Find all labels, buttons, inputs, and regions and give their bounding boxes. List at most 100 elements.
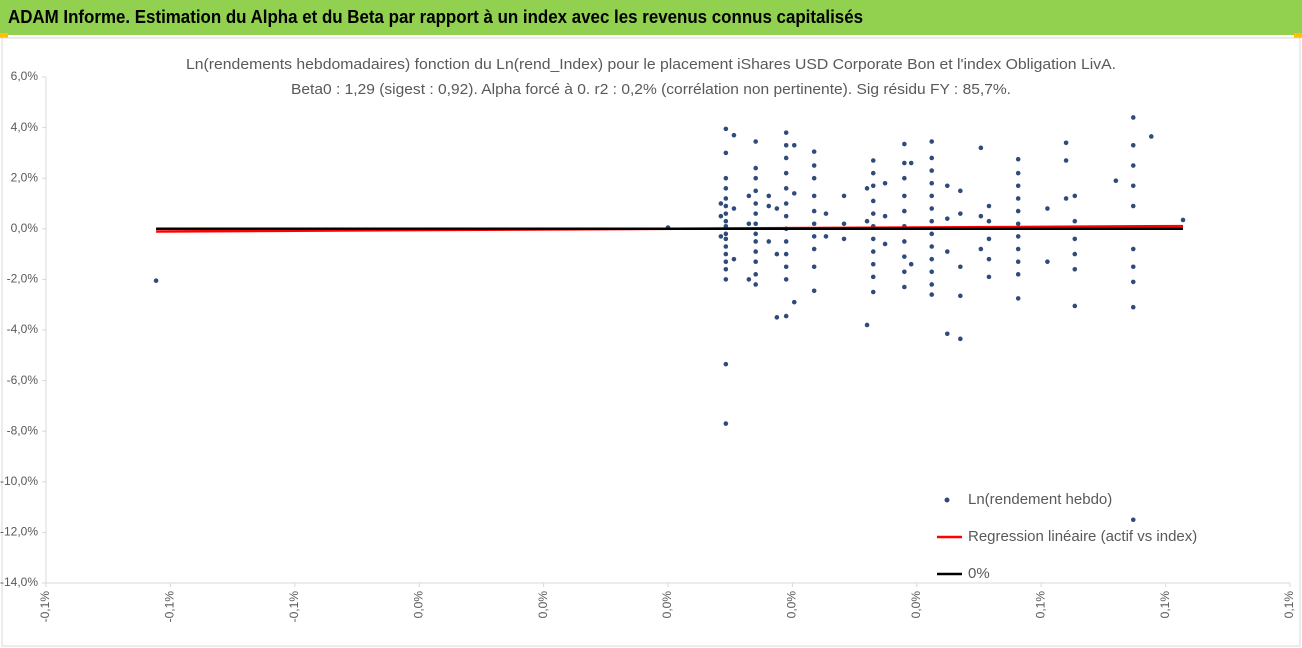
point (1015, 208, 1021, 214)
point (1045, 259, 1050, 264)
point (1015, 196, 1021, 201)
y-tick-label: -10,0% (0, 474, 38, 488)
point (766, 203, 772, 209)
point (958, 293, 963, 299)
legend-swatch (944, 497, 950, 503)
point (723, 231, 729, 237)
y-tick-label: -4,0% (7, 322, 39, 336)
legend-label: Regression linéaire (actif vs index) (968, 528, 1197, 545)
point (718, 201, 724, 206)
point (1130, 115, 1136, 120)
point (1180, 217, 1186, 223)
point (1072, 218, 1078, 224)
point (902, 175, 907, 181)
point (723, 126, 729, 132)
point (1113, 178, 1119, 184)
x-tick-label: -0,1% (38, 591, 52, 623)
point (864, 186, 870, 191)
point (774, 315, 780, 320)
point (1015, 259, 1021, 264)
point (870, 211, 876, 216)
point (986, 256, 992, 262)
point (723, 175, 729, 181)
point (929, 180, 935, 186)
x-tick-label: -0,1% (163, 591, 177, 623)
point (902, 284, 907, 290)
point (723, 196, 729, 201)
point (986, 218, 992, 224)
point (1130, 264, 1136, 270)
point (929, 218, 935, 224)
point (882, 241, 888, 247)
y-tick-label: 4,0% (11, 120, 39, 134)
point (870, 158, 876, 163)
point (783, 170, 789, 176)
point (766, 193, 772, 199)
corner-mark (0, 33, 8, 38)
point (723, 259, 729, 264)
point (811, 246, 817, 252)
point (1072, 251, 1078, 257)
point (723, 236, 729, 242)
point (153, 278, 159, 283)
point (902, 141, 907, 147)
point (723, 244, 729, 249)
point (811, 163, 817, 168)
y-tick-label: -14,0% (0, 575, 38, 589)
point (753, 259, 759, 264)
point (882, 213, 888, 219)
point (1063, 196, 1069, 201)
point (870, 289, 876, 295)
point (1072, 193, 1078, 199)
y-tick-label: 2,0% (11, 170, 39, 184)
point (870, 274, 876, 280)
point (1130, 203, 1136, 209)
point (929, 244, 935, 249)
point (1015, 183, 1021, 189)
point (882, 180, 888, 186)
legend-label: 0% (968, 565, 990, 582)
y-tick-label: -6,0% (7, 373, 39, 387)
point (929, 292, 935, 297)
chart-subtitle: Beta0 : 1,29 (sigest : 0,92). Alpha forc… (291, 81, 1011, 98)
point (929, 193, 935, 199)
point (944, 249, 950, 254)
point (929, 168, 935, 173)
point (731, 132, 737, 138)
point (783, 130, 789, 135)
point (783, 251, 789, 257)
x-tick-label: -0,1% (287, 591, 301, 623)
point (791, 143, 797, 148)
point (1130, 517, 1136, 523)
corner-mark (1294, 33, 1302, 38)
point (811, 208, 817, 214)
chart-title: Ln(rendements hebdomadaires) fonction du… (186, 56, 1116, 73)
y-tick-label: -12,0% (0, 525, 38, 539)
point (791, 191, 797, 196)
point (902, 269, 907, 275)
point (929, 139, 935, 144)
point (746, 221, 752, 227)
point (753, 231, 759, 237)
x-tick-label: 0,0% (909, 591, 923, 619)
point (870, 170, 876, 176)
point (929, 282, 935, 287)
point (753, 239, 759, 244)
y-tick-label: -2,0% (7, 272, 39, 286)
legend-label: Ln(rendement hebdo) (968, 491, 1112, 508)
point (723, 277, 729, 282)
x-tick-label: 0,1% (1282, 591, 1296, 619)
point (783, 213, 789, 219)
point (929, 269, 935, 275)
point (870, 249, 876, 254)
y-tick-label: 0,0% (11, 221, 39, 235)
point (944, 216, 950, 221)
point (783, 155, 789, 161)
point (870, 183, 876, 189)
point (841, 221, 847, 227)
point (783, 186, 789, 191)
x-tick-label: 0,0% (660, 591, 674, 619)
point (978, 145, 984, 151)
point (753, 282, 759, 287)
